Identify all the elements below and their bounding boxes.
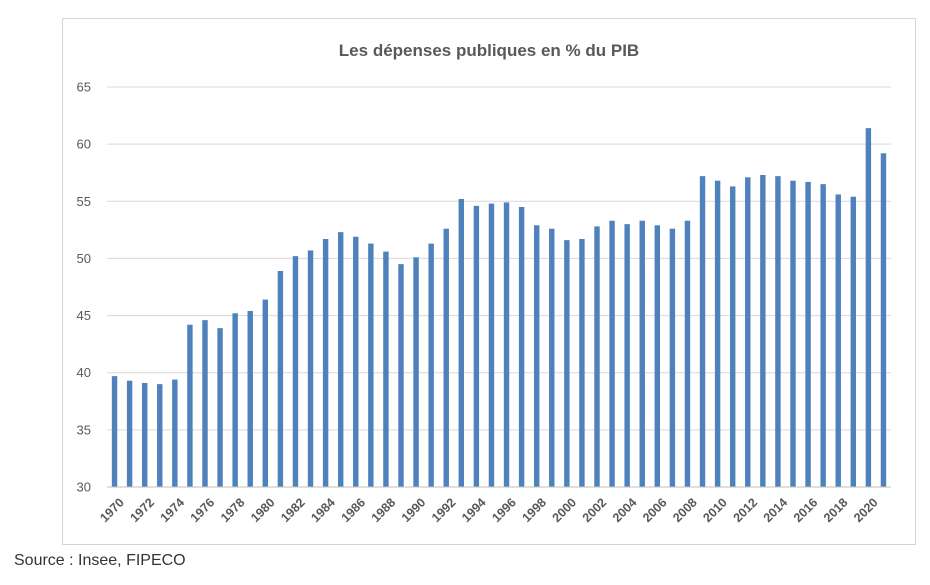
y-tick-label: 40 (77, 365, 91, 380)
bar-2015 (790, 180, 796, 487)
bar-2005 (639, 220, 645, 487)
chart-frame: Les dépenses publiques en % du PIB 30 35 4… (62, 18, 916, 545)
bar-2002 (594, 226, 600, 487)
x-tick-label: 1988 (369, 495, 399, 525)
bar-2007 (669, 228, 676, 487)
bar-1976 (202, 320, 208, 487)
y-tick-label: 55 (77, 194, 91, 209)
bar-2008 (684, 220, 691, 487)
bar-1999 (549, 228, 555, 487)
bar-1997 (518, 207, 525, 487)
x-tick-label: 2002 (580, 495, 610, 525)
bar-2020 (865, 128, 872, 487)
bar-2018 (835, 194, 841, 487)
x-tick-label: 2008 (670, 495, 700, 525)
bar-2006 (654, 225, 661, 488)
bar-1985 (337, 232, 344, 487)
bar-1989 (398, 264, 404, 487)
bar-2000 (564, 240, 570, 487)
x-tick-label: 1986 (339, 495, 369, 525)
bar-1971 (126, 380, 133, 487)
bar-1984 (322, 239, 329, 487)
x-tick-label: 2016 (791, 495, 821, 525)
bar-1993 (458, 199, 465, 487)
y-tick-label: 45 (77, 308, 91, 323)
bar-2012 (745, 177, 751, 488)
x-tick-label: 1990 (399, 495, 429, 525)
bar-1978 (232, 313, 238, 487)
y-tick-label: 60 (77, 137, 91, 152)
x-tick-label: 1984 (308, 495, 338, 525)
y-tick-label: 35 (77, 422, 91, 437)
bar-1982 (292, 256, 299, 487)
x-tick-label: 2012 (731, 495, 761, 525)
y-tick-label: 65 (77, 80, 91, 95)
y-tick-label: 30 (77, 480, 91, 495)
bar-2013 (760, 175, 766, 487)
gridlines (107, 86, 891, 431)
bar-1988 (383, 251, 389, 487)
bar-2014 (775, 176, 781, 487)
bar-1992 (443, 228, 449, 487)
x-tick-label: 2000 (550, 495, 580, 525)
bar-1974 (172, 379, 178, 487)
x-axis-tick-labels: 1970 1972 1974 1976 1978 1980 1982 1984 1986 1988… (97, 495, 880, 525)
bar-2009 (699, 176, 706, 487)
x-tick-label: 1976 (188, 495, 218, 525)
x-tick-label: 1970 (97, 495, 127, 525)
bar-1991 (428, 243, 434, 487)
bar-1973 (157, 384, 163, 487)
bar-chart: Les dépenses publiques en % du PIB 30 35 4… (77, 41, 891, 525)
bar-2016 (805, 181, 811, 487)
bar-1975 (187, 324, 193, 487)
x-tick-label: 2014 (761, 495, 791, 525)
x-tick-label: 1994 (459, 495, 489, 525)
bar-2017 (820, 184, 826, 487)
source-note: Source : Insee, FIPECO (14, 552, 186, 569)
x-tick-label: 2020 (851, 495, 881, 525)
bar-1980 (262, 299, 269, 487)
bar-2011 (729, 186, 736, 487)
x-tick-label: 1982 (278, 495, 308, 525)
bar-1996 (503, 202, 510, 487)
bar-2004 (624, 224, 630, 487)
y-axis-tick-labels: 30 35 40 45 50 55 60 65 (77, 80, 91, 495)
bar-1994 (473, 205, 480, 487)
x-tick-label: 1978 (218, 495, 248, 525)
bar-1998 (533, 225, 540, 488)
bar-2001 (579, 239, 585, 487)
x-tick-label: 1974 (158, 495, 188, 525)
chart-title: Les dépenses publiques en % du PIB (339, 41, 639, 60)
y-tick-label: 50 (77, 251, 91, 266)
x-tick-label: 1992 (429, 495, 459, 525)
bar-1972 (141, 383, 148, 487)
bar-2021 (880, 153, 887, 488)
bar-1981 (277, 271, 284, 487)
bar-1983 (307, 250, 314, 487)
x-tick-label: 1980 (248, 495, 278, 525)
x-tick-label: 2006 (640, 495, 670, 525)
x-tick-label: 1998 (519, 495, 549, 525)
bar-2003 (609, 220, 615, 487)
bar-1986 (353, 236, 359, 487)
x-tick-label: 2010 (700, 495, 730, 525)
x-tick-label: 2004 (610, 495, 640, 525)
bar-1995 (488, 203, 495, 488)
bars (111, 128, 887, 488)
bar-1970 (111, 376, 118, 487)
x-tick-label: 1972 (127, 495, 157, 525)
bar-1987 (368, 243, 374, 487)
x-tick-label: 2018 (821, 495, 851, 525)
bar-2010 (714, 180, 721, 487)
bar-1979 (247, 311, 253, 487)
bar-2019 (850, 196, 857, 487)
bar-1977 (217, 328, 223, 487)
bar-1990 (413, 257, 419, 487)
x-tick-label: 1996 (489, 495, 519, 525)
